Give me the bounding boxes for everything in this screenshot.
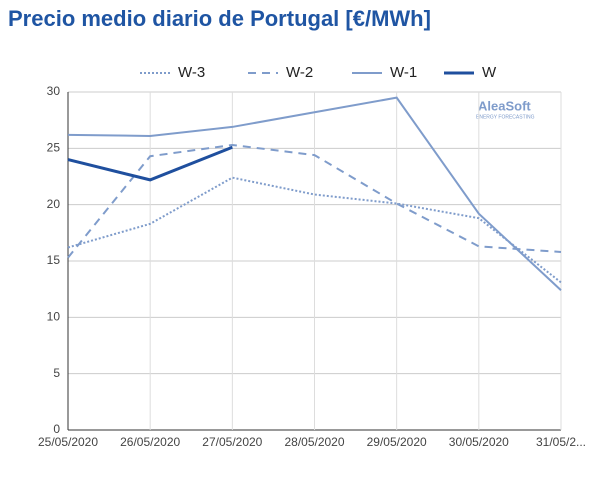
legend-label: W-3 [178,64,205,81]
chart-title: Precio medio diario de Portugal [€/MWh] [8,6,431,31]
legend-label: W [482,64,497,81]
y-tick-label: 10 [47,310,61,324]
y-tick-label: 5 [53,366,60,380]
series-line [67,176,562,284]
legend-label: W-1 [390,64,417,81]
x-tick-label: 29/05/2020 [367,435,427,449]
x-tick-label: 30/05/2020 [449,435,509,449]
x-tick-label: 28/05/2020 [284,435,344,449]
x-tick-label: 27/05/2020 [202,435,262,449]
series-line [67,143,562,259]
logo-tagline: ENERGY FORECASTING [476,114,535,120]
logo-name: AleaSoft [478,98,531,113]
x-tick-label: 31/05/2... [536,435,586,449]
legend-label: W-2 [286,64,313,81]
y-tick-label: 25 [47,141,61,155]
x-tick-label: 25/05/2020 [38,435,98,449]
x-tick-label: 26/05/2020 [120,435,180,449]
series-line [67,145,233,182]
y-tick-label: 0 [53,422,60,436]
y-tick-label: 30 [47,84,61,98]
y-tick-label: 20 [47,197,61,211]
series-line [67,96,562,292]
y-tick-label: 15 [47,253,61,267]
